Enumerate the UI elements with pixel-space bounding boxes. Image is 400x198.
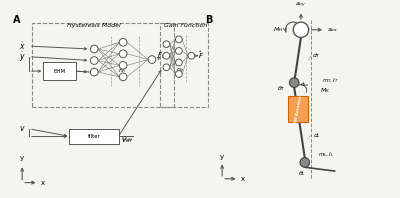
Text: Gain Function: Gain Function — [164, 23, 208, 28]
Text: $n_g$: $n_g$ — [176, 66, 184, 75]
Text: $a_{bx}$: $a_{bx}$ — [327, 26, 338, 34]
Text: $V_{eff}$: $V_{eff}$ — [121, 136, 134, 145]
Text: $v$: $v$ — [19, 124, 26, 133]
Circle shape — [163, 64, 170, 71]
Text: A: A — [12, 15, 20, 25]
FancyBboxPatch shape — [43, 62, 76, 80]
Circle shape — [188, 52, 195, 59]
Text: $\dot{x}$: $\dot{x}$ — [19, 40, 26, 52]
Circle shape — [300, 158, 310, 167]
Circle shape — [119, 38, 127, 46]
Text: $d_L$: $d_L$ — [314, 131, 322, 140]
Text: $\theta_T$: $\theta_T$ — [277, 84, 286, 93]
Text: MR Actuator: MR Actuator — [294, 94, 302, 124]
Circle shape — [176, 36, 182, 43]
Text: EHM: EHM — [54, 69, 66, 74]
Text: $\dot{y}$: $\dot{y}$ — [19, 50, 26, 64]
Circle shape — [119, 50, 127, 58]
Text: B: B — [205, 15, 212, 25]
Text: $F_h$: $F_h$ — [157, 51, 166, 61]
Circle shape — [119, 62, 127, 69]
Circle shape — [176, 48, 182, 54]
Text: y: y — [20, 155, 24, 162]
Circle shape — [176, 59, 182, 66]
Text: y: y — [220, 153, 224, 160]
Circle shape — [90, 68, 98, 76]
Circle shape — [293, 22, 309, 37]
Text: x: x — [40, 180, 44, 186]
FancyBboxPatch shape — [69, 129, 119, 144]
Text: $\hat{F}$: $\hat{F}$ — [198, 50, 204, 61]
Circle shape — [148, 56, 156, 63]
FancyBboxPatch shape — [288, 96, 308, 122]
Circle shape — [163, 52, 170, 59]
Text: $d_{ko}$: $d_{ko}$ — [300, 80, 309, 89]
Text: $m_T, I_T$: $m_T, I_T$ — [322, 76, 339, 85]
Text: $M_H$: $M_H$ — [273, 25, 284, 34]
Circle shape — [90, 45, 98, 53]
Text: filter: filter — [88, 134, 101, 139]
Text: x: x — [240, 176, 244, 182]
Circle shape — [90, 57, 98, 64]
Circle shape — [163, 41, 170, 48]
Text: $V_{eff}$: $V_{eff}$ — [121, 135, 134, 144]
Text: Hysteresis Model: Hysteresis Model — [67, 23, 121, 28]
Text: $d_T$: $d_T$ — [312, 51, 320, 60]
Text: $m_L, I_L$: $m_L, I_L$ — [318, 150, 334, 159]
Text: $n_h$: $n_h$ — [118, 67, 126, 75]
Circle shape — [290, 78, 299, 88]
Text: $M_K$: $M_K$ — [320, 86, 331, 95]
Circle shape — [176, 71, 182, 77]
Circle shape — [119, 73, 127, 81]
Text: $\theta_L$: $\theta_L$ — [298, 169, 306, 178]
Text: $a_{by}$: $a_{by}$ — [295, 0, 306, 10]
